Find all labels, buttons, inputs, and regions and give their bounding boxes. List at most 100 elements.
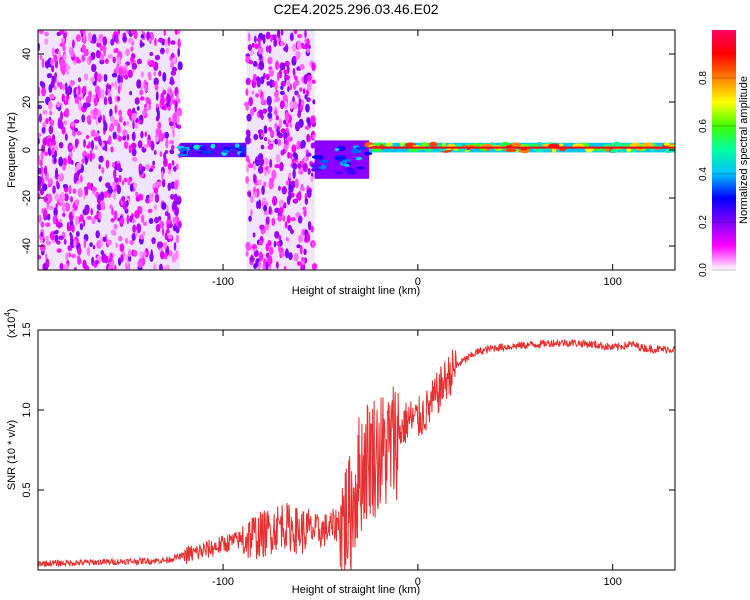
spectrogram-x-tick-label: -100 — [212, 276, 234, 288]
heatmap-cell — [260, 144, 265, 150]
heatmap-cell — [58, 235, 64, 240]
heatmap-cell — [119, 216, 125, 226]
heatmap-cell — [159, 263, 163, 270]
heatmap-cell — [282, 202, 287, 209]
heatmap-cell — [301, 44, 307, 49]
snr-y-tick-label: 1.5 — [21, 322, 33, 337]
heatmap-cell — [289, 136, 293, 142]
heatmap-cell — [311, 62, 316, 72]
heatmap-cell — [297, 34, 303, 39]
heatmap-cell — [131, 156, 138, 162]
heatmap-cell — [117, 59, 122, 66]
heatmap-cell — [263, 125, 268, 134]
heatmap-cell — [121, 196, 126, 202]
heatmap-cell — [101, 166, 105, 174]
heatmap-cell — [104, 58, 109, 64]
heatmap-cell — [45, 235, 49, 241]
heatmap-cell — [128, 37, 134, 44]
heatmap-cell — [41, 58, 45, 69]
heatmap-cell — [278, 199, 284, 208]
heatmap-cell — [177, 61, 183, 71]
heatmap-cell — [234, 143, 240, 148]
heatmap-cell — [81, 158, 86, 164]
heatmap-cell — [147, 71, 152, 81]
snr-x-tick-label: 100 — [603, 576, 621, 588]
heatmap-cell — [148, 37, 152, 43]
heatmap-cell — [47, 100, 53, 110]
heatmap-cell — [284, 221, 288, 229]
heatmap-cell — [58, 156, 64, 167]
heatmap-cell — [295, 80, 300, 86]
heatmap-cell — [170, 52, 175, 59]
heatmap-cell — [66, 86, 70, 96]
heatmap-cell — [90, 109, 94, 118]
heatmap-cell — [292, 152, 298, 159]
heatmap-cell — [162, 242, 168, 249]
heatmap-cell — [296, 192, 301, 201]
heatmap-cell — [259, 224, 265, 230]
heatmap-cell — [145, 96, 150, 103]
heatmap-cell — [284, 60, 290, 67]
heatmap-cell — [287, 85, 290, 93]
heatmap-cell — [61, 93, 65, 102]
heatmap-cell — [103, 96, 108, 106]
heatmap-cell — [263, 169, 267, 177]
heatmap-cell — [43, 165, 48, 176]
heatmap-cell — [113, 169, 117, 179]
heatmap-cell — [295, 50, 301, 60]
spectrogram-y-tick-label: 20 — [21, 96, 33, 108]
heatmap-cell — [304, 197, 309, 205]
heatmap-cell — [38, 86, 41, 97]
heatmap-cell — [90, 76, 96, 83]
heatmap-cell — [173, 165, 177, 172]
heatmap-cell — [254, 43, 259, 50]
heatmap-cell — [72, 145, 76, 152]
heatmap-cell — [642, 142, 654, 148]
heatmap-cell — [301, 256, 305, 262]
heatmap-cell — [85, 134, 90, 140]
heatmap-cell — [56, 240, 61, 245]
heatmap-cell — [140, 130, 144, 139]
heatmap-cell — [310, 168, 322, 172]
heatmap-cell — [274, 110, 277, 116]
heatmap-cell — [248, 163, 254, 169]
heatmap-cell — [54, 150, 58, 158]
heatmap-cell — [294, 75, 298, 82]
heatmap-cell — [250, 108, 255, 117]
colorbar-tick-label: 0.4 — [698, 167, 709, 181]
heatmap-cell — [112, 56, 116, 64]
heatmap-cell — [282, 215, 286, 222]
heatmap-cell — [47, 177, 51, 186]
heatmap-cell — [128, 254, 132, 262]
heatmap-cell — [164, 211, 169, 217]
heatmap-cell — [92, 115, 97, 120]
heatmap-cell — [60, 59, 63, 68]
heatmap-cell — [176, 93, 180, 102]
heatmap-cell — [505, 148, 517, 152]
heatmap-cell — [288, 252, 293, 261]
heatmap-cell — [173, 242, 177, 251]
heatmap-cell — [279, 205, 284, 214]
heatmap-cell — [621, 143, 633, 148]
heatmap-cell — [300, 139, 306, 148]
heatmap-cell — [297, 163, 302, 169]
heatmap-cell — [164, 264, 170, 270]
heatmap-cell — [61, 65, 66, 76]
heatmap-cell — [82, 102, 88, 110]
heatmap-cell — [289, 123, 293, 128]
heatmap-cell — [71, 39, 75, 49]
heatmap-cell — [255, 76, 261, 82]
heatmap-cell — [302, 162, 308, 172]
heatmap-cell — [74, 267, 77, 270]
heatmap-cell — [262, 108, 268, 114]
heatmap-cell — [102, 36, 108, 46]
heatmap-cell — [76, 130, 82, 136]
heatmap-cell — [116, 96, 121, 102]
heatmap-cell — [88, 55, 92, 62]
heatmap-cell — [134, 209, 140, 219]
heatmap-cell — [90, 140, 94, 151]
heatmap-cell — [265, 216, 270, 225]
heatmap-cell — [117, 136, 123, 142]
heatmap-cell — [280, 30, 284, 36]
heatmap-cell — [84, 186, 89, 196]
